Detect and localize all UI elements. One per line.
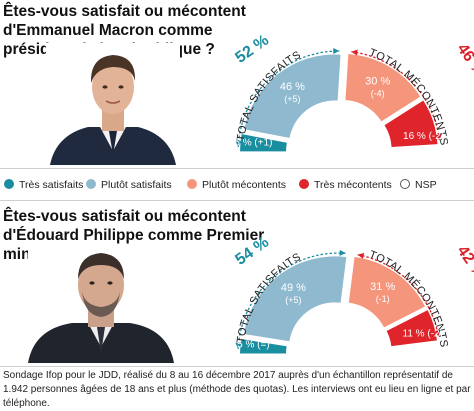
legend-swatch (86, 179, 96, 189)
slice-tres-satisfaits (240, 339, 287, 354)
total-mecontents-value: 46 % (454, 41, 474, 81)
arrow-mecontents-head (435, 134, 442, 141)
portrait-macron (46, 43, 180, 165)
legend-label: Très satisfaits (19, 179, 84, 191)
legend-label: NSP (415, 179, 437, 191)
arrow-mecontents (351, 51, 441, 141)
slice-value-plutot-mecontents: 30 % (365, 76, 390, 88)
legend-item-plutot-satisfaits: Plutôt satisfaits (86, 179, 172, 191)
legend-item-tres-mecontents: Très mécontents (299, 179, 392, 191)
legend-swatch (187, 179, 197, 189)
arrow-satisfaits-head (235, 140, 242, 147)
slice-tres-satisfaits (240, 134, 287, 152)
slice-tres-mecontents (384, 100, 438, 147)
slice-value-plutot-satisfaits: 46 % (280, 81, 305, 93)
legend-label: Très mécontents (314, 179, 392, 191)
divider-bottom (0, 366, 474, 367)
portrait-philippe (28, 245, 174, 363)
slice-label-tres-mecontents: 11 % (-2) (403, 328, 443, 339)
legend-swatch (400, 179, 410, 189)
arrow-satisfaits (237, 50, 340, 147)
divider-middle (0, 200, 474, 201)
slice-value-plutot-mecontents: 31 % (370, 281, 395, 293)
slice-label-tres-satisfaits: 6 % (+1) (234, 138, 272, 149)
slice-tres-mecontents (386, 310, 437, 347)
chart-philippe: TOTAL SATISFAITS TOTAL MÉCONTENTS 54 % 4… (232, 234, 474, 354)
legend-item-tres-satisfaits: Très satisfaits (4, 179, 83, 191)
legend-label: Plutôt mécontents (202, 179, 287, 191)
chart-macron: TOTAL SATISFAITS TOTAL MÉCONTENTS 52 % 4… (232, 32, 474, 152)
arrow-mecontents-head (351, 49, 358, 56)
slice-plutot-mecontents (348, 256, 426, 328)
slice-value-plutot-satisfaits: 49 % (281, 282, 306, 294)
legend: Très satisfaits Plutôt satisfaits Plutôt… (4, 179, 474, 193)
source-note: Sondage Ifop pour le JDD, réalisé du 8 a… (3, 370, 471, 409)
arrow-mecontents (357, 254, 440, 337)
total-satisfaits-value: 52 % (232, 32, 272, 67)
slice-plutot-satisfaits (243, 256, 347, 342)
total-satisfaits-value: 54 % (232, 234, 272, 269)
slice-change-plutot-satisfaits: (+5) (284, 94, 300, 104)
slice-change-plutot-mecontents: (-4) (371, 89, 385, 99)
slice-plutot-satisfaits (244, 54, 341, 138)
arrow-satisfaits-head (235, 342, 242, 349)
legend-item-nsp: NSP (400, 179, 437, 191)
arrow-satisfaits-head (339, 249, 346, 256)
arrow-mecontents-head (357, 252, 365, 259)
slice-label-tres-satisfaits: 5 % (=) (237, 340, 270, 351)
arrow-satisfaits-head (333, 47, 340, 54)
slice-label-tres-mecontents: 16 % (-2) (403, 131, 444, 142)
legend-item-plutot-mecontents: Plutôt mécontents (187, 179, 286, 191)
arrow-mecontents-head (434, 329, 441, 337)
legend-label: Plutôt satisfaits (101, 179, 172, 191)
divider-top (0, 168, 474, 169)
legend-swatch (4, 179, 14, 189)
slice-change-plutot-mecontents: (-1) (376, 294, 390, 304)
total-mecontents-value: 42 % (454, 243, 474, 283)
slice-plutot-mecontents (345, 54, 421, 122)
slice-change-plutot-satisfaits: (+5) (285, 295, 301, 305)
legend-swatch (299, 179, 309, 189)
